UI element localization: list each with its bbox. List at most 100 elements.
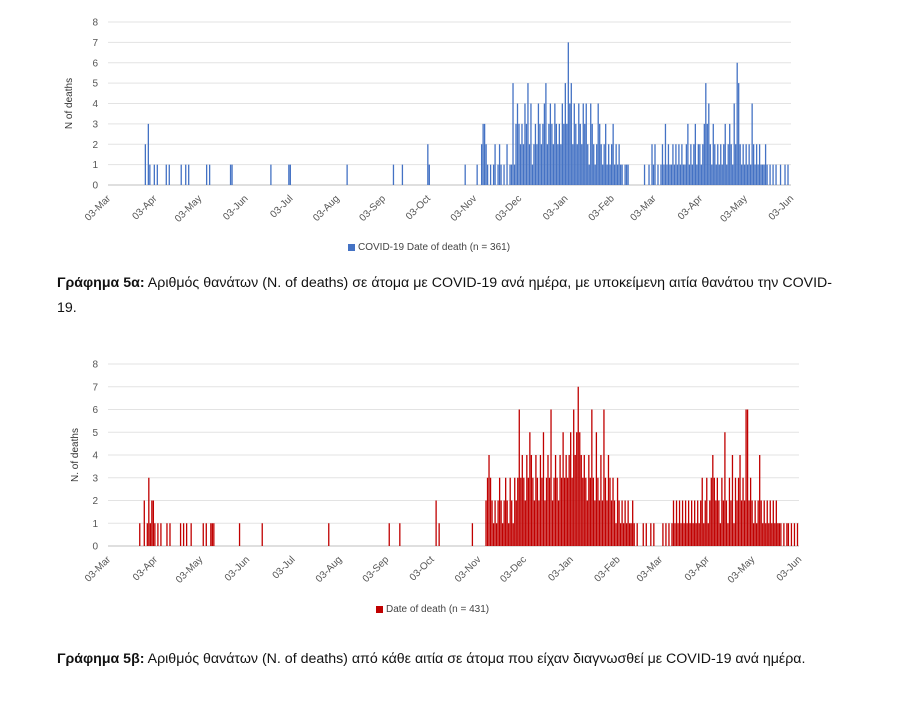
bar [709, 144, 711, 185]
x-tick-label: 03-Apr [130, 193, 159, 222]
bar [778, 523, 780, 546]
bar [684, 164, 686, 186]
bar [557, 500, 560, 546]
bar [691, 500, 693, 546]
bar [530, 103, 532, 185]
bar [514, 477, 516, 546]
y-tick-label: 3 [92, 473, 98, 484]
x-tick-label: 03-Aug [314, 554, 345, 585]
bar [704, 500, 706, 546]
bar [601, 500, 604, 546]
bar [288, 164, 290, 186]
bar [621, 164, 623, 186]
bar [771, 523, 773, 546]
legend-label: Date of death (n = 431) [386, 604, 490, 615]
bar [612, 123, 614, 186]
bar [428, 164, 430, 186]
bar [676, 164, 679, 186]
bar [500, 500, 502, 546]
bar [545, 477, 548, 546]
caption-label: Γράφημα 5β: [57, 651, 145, 667]
bar [594, 164, 596, 186]
bar [749, 477, 752, 546]
bar [723, 144, 725, 185]
bar [698, 523, 700, 546]
bar [551, 500, 554, 546]
bar [579, 123, 581, 186]
bar [606, 164, 608, 186]
bar [774, 523, 776, 546]
bar [508, 523, 510, 546]
bar [546, 144, 549, 185]
bar [503, 164, 505, 186]
bar [486, 164, 489, 186]
bar [612, 477, 614, 546]
bar [603, 409, 605, 546]
bar [712, 123, 714, 186]
bar [427, 144, 429, 185]
bar [652, 164, 655, 186]
x-tick-label: 03-Dec [494, 193, 525, 224]
bar [672, 144, 674, 185]
bar [745, 409, 747, 546]
bar [573, 103, 575, 185]
bar [672, 500, 675, 546]
bar [515, 123, 517, 186]
bar [399, 523, 401, 546]
bar [188, 164, 190, 186]
bar [543, 103, 546, 185]
bar [690, 144, 692, 185]
bar [780, 523, 782, 546]
x-tick-label: 03-Oct [404, 193, 433, 222]
y-tick-label: 8 [92, 18, 98, 29]
bar [489, 164, 492, 186]
bar [542, 123, 544, 186]
bar [736, 500, 738, 546]
bar [552, 144, 555, 185]
bar [739, 455, 741, 546]
bar [435, 500, 437, 546]
y-tick-label: 0 [92, 181, 98, 192]
bar [483, 123, 486, 186]
bar [550, 409, 552, 546]
chart-5b: 0 1 2 3 4 5 6 7 8 N. of deaths 03-Mar 03-Apr 03-May 0… [0, 348, 900, 618]
bar [503, 500, 505, 546]
bar [517, 477, 519, 546]
bar [707, 523, 709, 546]
bar [687, 123, 689, 186]
bar [694, 500, 696, 546]
bar [591, 123, 593, 186]
bar [779, 164, 782, 186]
bar [624, 500, 626, 546]
bar [513, 164, 516, 186]
bar [742, 144, 744, 185]
x-tick-label: 03-Jun [775, 554, 804, 583]
x-tick-label: 03-Jun [223, 554, 252, 583]
bar [523, 477, 525, 546]
x-tick-label: 03-Apr [683, 554, 712, 583]
bar [625, 164, 628, 186]
bar [674, 523, 676, 546]
bar [506, 500, 508, 546]
bar [615, 523, 617, 546]
x-tick-label: 03-Feb [592, 554, 622, 584]
bar [495, 523, 498, 546]
x-tick-label: 03-May [173, 193, 204, 224]
bar [560, 144, 562, 185]
bar [665, 523, 667, 546]
bar [143, 500, 145, 546]
bar [572, 144, 574, 185]
bar [494, 144, 496, 185]
bar [573, 409, 575, 546]
bar [153, 164, 155, 186]
bar [556, 477, 558, 546]
x-tick-label: 03-Jan [546, 554, 575, 583]
y-tick-label: 6 [92, 405, 98, 416]
bar [703, 123, 705, 186]
bar [526, 455, 528, 546]
bar [168, 164, 170, 186]
bar [147, 123, 149, 186]
bar [630, 523, 632, 546]
bar [608, 144, 610, 185]
bar [718, 164, 720, 186]
